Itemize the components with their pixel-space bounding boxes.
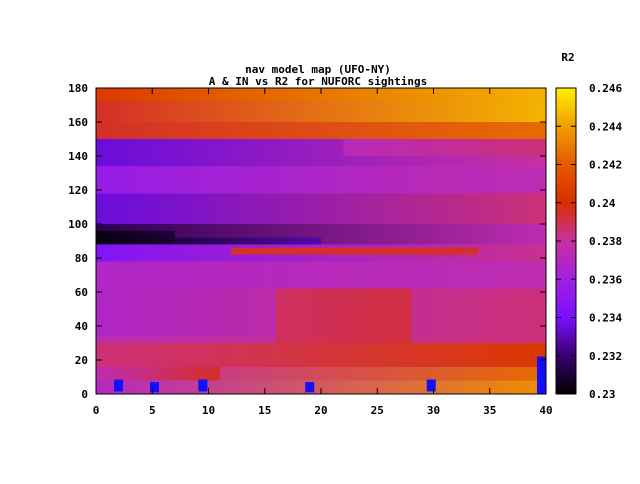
colorbar-tick-label: 0.236 xyxy=(589,273,622,286)
colorbar-tick-label: 0.244 xyxy=(589,120,622,133)
colorbar-tick-label: 0.238 xyxy=(589,235,622,248)
y-tick-label: 60 xyxy=(75,286,88,299)
colorbar-tick-label: 0.23 xyxy=(589,388,616,401)
sighting-marker xyxy=(426,379,436,392)
heatmap-band xyxy=(467,166,546,194)
colorbar-tick-label: 0.246 xyxy=(589,82,622,95)
x-tick-label: 35 xyxy=(483,404,496,417)
heatmap-band xyxy=(96,193,546,224)
chart-title-line2: A & IN vs R2 for NUFORC sightings xyxy=(209,75,428,88)
x-tick-label: 5 xyxy=(149,404,156,417)
y-tick-label: 80 xyxy=(75,252,88,265)
colorbar-tick-label: 0.234 xyxy=(589,312,622,325)
colorbar-label: R2 xyxy=(561,51,574,64)
heatmap-band xyxy=(231,247,479,255)
sighting-marker xyxy=(537,356,546,394)
colorbar-tick-label: 0.232 xyxy=(589,350,622,363)
heatmap-band xyxy=(96,101,546,122)
x-tick-label: 15 xyxy=(258,404,271,417)
sighting-marker xyxy=(305,382,315,393)
heatmap-surface xyxy=(96,88,546,394)
x-tick-label: 30 xyxy=(427,404,440,417)
heatmap-band xyxy=(96,261,546,289)
y-tick-label: 180 xyxy=(68,82,88,95)
x-tick-label: 10 xyxy=(202,404,215,417)
colorbar-tick-label: 0.242 xyxy=(589,159,622,172)
sighting-marker xyxy=(198,379,208,392)
heatmap-band xyxy=(96,230,175,245)
x-axis: 0 5 10 15 20 25 30 35 40 xyxy=(93,88,553,417)
heatmap-band xyxy=(96,122,546,139)
y-tick-label: 120 xyxy=(68,184,88,197)
x-tick-label: 25 xyxy=(371,404,384,417)
x-tick-label: 20 xyxy=(314,404,327,417)
heatmap-band xyxy=(96,343,546,367)
y-tick-label: 0 xyxy=(81,388,88,401)
colorbar-axis: 0.23 0.232 0.234 0.236 0.238 0.24 0.242 0.244 0.… xyxy=(556,82,622,401)
y-axis: 0 20 40 60 80 100 120 140 160 180 xyxy=(68,82,546,401)
x-tick-label: 40 xyxy=(539,404,552,417)
heatmap-band xyxy=(343,139,546,156)
sighting-marker xyxy=(114,379,123,392)
y-tick-label: 160 xyxy=(68,116,88,129)
marker-layer xyxy=(114,356,546,394)
chart-title-line1: nav model map (UFO-NY) xyxy=(245,63,391,76)
heatmap-band xyxy=(174,237,321,245)
y-tick-label: 100 xyxy=(68,218,88,231)
heatmap-band xyxy=(276,288,411,343)
y-tick-label: 140 xyxy=(68,150,88,163)
y-tick-label: 20 xyxy=(75,354,88,367)
x-tick-label: 0 xyxy=(93,404,100,417)
sighting-marker xyxy=(150,382,159,393)
y-tick-label: 40 xyxy=(75,320,88,333)
colorbar-tick-label: 0.24 xyxy=(589,197,616,210)
